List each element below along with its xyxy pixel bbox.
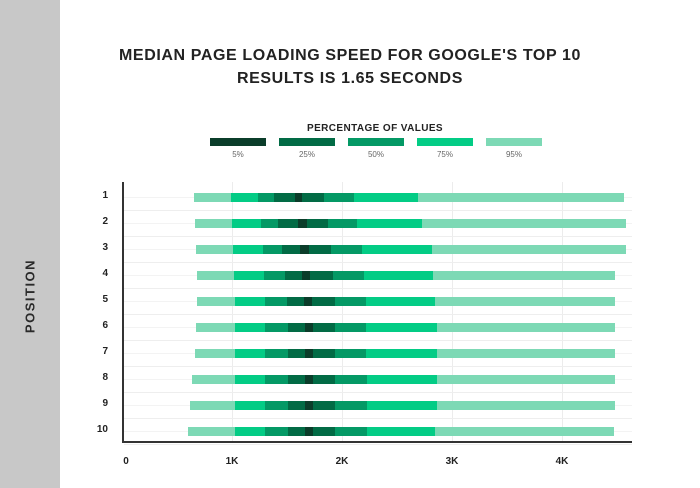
legend-label: 95% (505, 150, 522, 159)
percentile-bar-row (122, 349, 632, 358)
legend-item: 75% (417, 138, 473, 159)
range-segment-5pct (304, 401, 314, 410)
horizontal-gridline (124, 340, 632, 341)
horizontal-gridline (124, 314, 632, 315)
position-label: 5 (102, 294, 108, 305)
plot-area: 0 1K 2K 3K 4K 1 2 3 4 5 6 7 8 9 10 (97, 182, 632, 467)
range-segment-5pct (304, 427, 314, 436)
horizontal-gridline (124, 262, 632, 263)
vertical-gridline (232, 182, 233, 441)
legend-label: 75% (436, 150, 453, 159)
y-axis-line (122, 182, 124, 443)
x-tick-label: 4K (555, 456, 569, 467)
legend-swatch (279, 138, 335, 146)
percentile-bar-row (122, 219, 632, 228)
horizontal-gridline (124, 366, 632, 367)
range-segment-5pct (303, 297, 313, 306)
horizontal-gridline (124, 288, 632, 289)
legend-title: PERCENTAGE OF VALUES (307, 123, 443, 134)
position-label: 8 (102, 372, 108, 383)
chart-title-line-2: RESULTS IS 1.65 SECONDS (236, 70, 463, 87)
x-tick-label: 1K (225, 456, 239, 467)
legend-label: 25% (298, 150, 315, 159)
percentile-bar-row (122, 271, 632, 280)
position-label: 7 (102, 346, 108, 357)
legend-item: 5% (210, 138, 266, 159)
range-segment-5pct (298, 219, 307, 228)
vertical-gridline (562, 182, 563, 441)
range-segment-5pct (294, 193, 303, 202)
vertical-gridline (452, 182, 453, 441)
vertical-gridline (342, 182, 343, 441)
range-segment-5pct (304, 323, 314, 332)
position-label: 9 (102, 398, 108, 409)
range-segment-5pct (300, 245, 309, 254)
position-label: 3 (102, 242, 108, 253)
percentile-bar-row (122, 375, 632, 384)
x-tick-label: 3K (445, 456, 459, 467)
horizontal-gridline (124, 444, 632, 445)
range-segment-5pct (302, 271, 311, 280)
legend-swatch (417, 138, 473, 146)
percentile-bar-row (122, 297, 632, 306)
legend-swatch (486, 138, 542, 146)
position-label: 6 (102, 320, 108, 331)
legend-label: 50% (367, 150, 384, 159)
position-label: 2 (102, 216, 108, 227)
y-axis-label: POSITION (22, 258, 38, 334)
x-axis-line (122, 441, 632, 443)
x-tick-label: 0 (123, 456, 129, 467)
position-label: 10 (96, 424, 108, 435)
range-segment-5pct (304, 349, 314, 358)
x-tick-label: 2K (335, 456, 349, 467)
percentile-bar-row (122, 323, 632, 332)
horizontal-gridline (124, 418, 632, 419)
horizontal-gridline (124, 236, 632, 237)
legend-swatch (348, 138, 404, 146)
position-label: 1 (102, 190, 108, 201)
legend-label: 5% (232, 150, 244, 159)
position-label: 4 (102, 268, 108, 279)
percentile-bar-row (122, 193, 632, 202)
percentile-bar-row (122, 427, 632, 436)
percentile-bar-row (122, 245, 632, 254)
side-panel: POSITION (0, 0, 60, 488)
horizontal-gridline (124, 210, 632, 211)
percentile-bar-row (122, 401, 632, 410)
legend-item: 25% (279, 138, 335, 159)
legend-swatch (210, 138, 266, 146)
horizontal-gridline (124, 392, 632, 393)
chart-title-line-1: MEDIAN PAGE LOADING SPEED FOR GOOGLE'S T… (119, 47, 581, 64)
range-segment-5pct (304, 375, 314, 384)
legend-item: 95% (486, 138, 542, 159)
chart-title: MEDIAN PAGE LOADING SPEED FOR GOOGLE'S T… (60, 44, 640, 90)
legend-item: 50% (348, 138, 404, 159)
